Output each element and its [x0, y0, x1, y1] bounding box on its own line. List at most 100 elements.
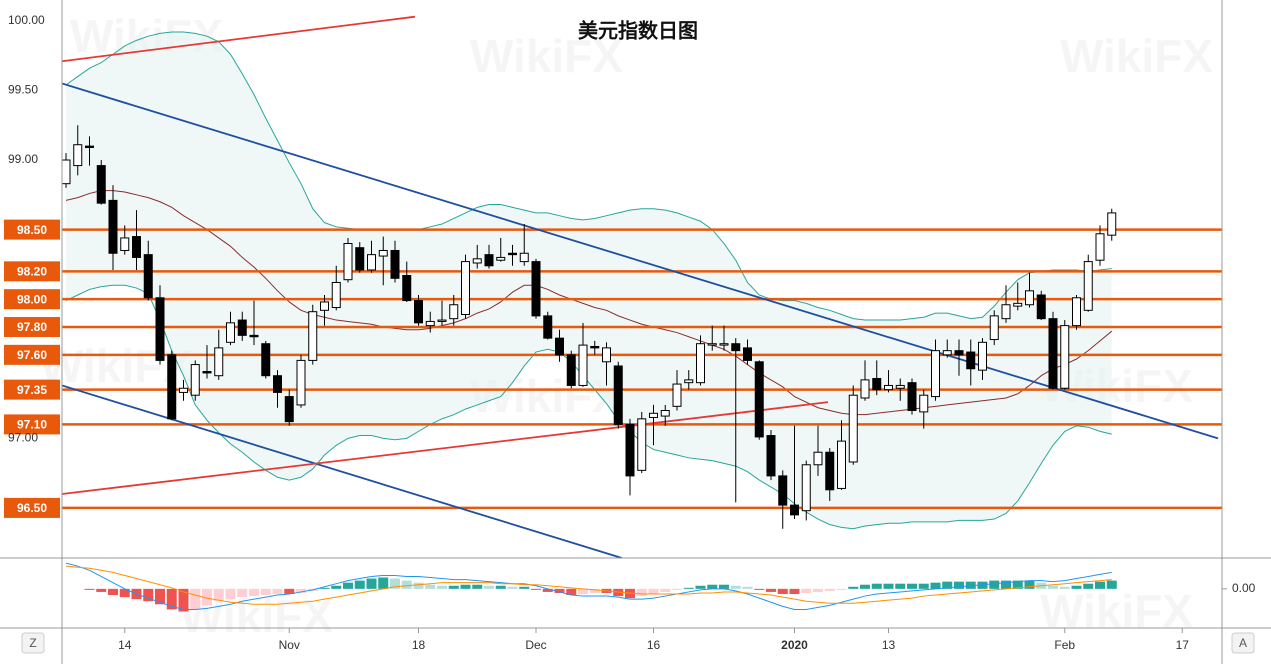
histogram-bar — [96, 588, 107, 592]
histogram-bar — [1001, 580, 1011, 589]
histogram-bar — [390, 578, 400, 589]
y-tick-label: 99.50 — [8, 83, 38, 97]
histogram-bar — [155, 588, 165, 605]
candle-body — [331, 281, 341, 309]
candle-body — [226, 322, 235, 343]
candle-body — [978, 341, 987, 371]
x-tick-label: Feb — [1054, 638, 1075, 652]
scale-button[interactable] — [1231, 632, 1255, 654]
histogram-bar — [1106, 580, 1117, 589]
candle-body — [578, 344, 588, 386]
histogram-bar — [871, 583, 882, 589]
histogram-bar — [401, 580, 412, 589]
histogram-bar — [578, 588, 588, 594]
candle-body — [531, 261, 541, 317]
histogram-bar — [883, 583, 894, 589]
candle-body — [96, 165, 106, 204]
candle-body — [120, 237, 130, 251]
x-tick-label: 17 — [1176, 638, 1190, 652]
histogram-bar — [707, 584, 718, 589]
level-label: 97.80 — [17, 320, 47, 334]
scale-button-label[interactable]: Z — [29, 636, 36, 650]
candle-body — [566, 354, 576, 386]
candle-body — [355, 247, 365, 271]
histogram-bar — [954, 581, 964, 589]
histogram-bar — [977, 581, 988, 589]
candle-body — [296, 359, 306, 406]
candle-body — [273, 375, 282, 393]
histogram-bar — [789, 588, 800, 594]
histogram-bar — [190, 588, 201, 610]
scale-button-label[interactable]: A — [1239, 636, 1247, 650]
candle-body — [837, 440, 846, 489]
candle-body — [966, 351, 976, 370]
histogram-bar — [801, 588, 812, 593]
histogram-bar — [672, 588, 682, 590]
histogram-bar — [213, 588, 224, 602]
histogram-bar — [848, 586, 859, 589]
candle-body — [73, 144, 83, 167]
candle-body — [155, 297, 165, 361]
histogram-bar — [143, 588, 154, 602]
candle-body — [754, 361, 764, 438]
candle-body — [613, 365, 623, 425]
candle-body — [508, 252, 517, 256]
histogram-bar — [589, 588, 600, 593]
histogram-bar — [225, 588, 236, 600]
x-tick-label: 18 — [412, 638, 426, 652]
scale-button[interactable] — [21, 632, 45, 654]
candle-body — [143, 254, 153, 299]
histogram-bar — [343, 582, 353, 589]
histogram-bar — [566, 588, 577, 596]
trendline — [62, 82, 1219, 440]
candle-body — [1048, 318, 1058, 389]
candle-body — [707, 343, 717, 346]
band-upper — [65, 31, 1112, 321]
histogram-bar — [260, 588, 271, 596]
candle-body — [1072, 297, 1081, 327]
level-label-box — [4, 497, 60, 518]
candle-body — [790, 504, 799, 516]
histogram-bar — [249, 588, 259, 597]
candle-body — [167, 354, 177, 420]
histogram-bar — [1024, 580, 1035, 589]
histogram-bar — [331, 585, 342, 589]
watermark: WikiFX — [1060, 30, 1213, 82]
candle-body — [484, 254, 494, 267]
histogram-bar — [813, 588, 823, 592]
candle-body — [402, 275, 412, 302]
candle-body — [237, 319, 247, 336]
candle-body — [884, 384, 893, 391]
level-label-box — [4, 344, 60, 365]
candle-body — [684, 379, 694, 384]
histogram-bar — [108, 588, 118, 596]
histogram-bar — [683, 587, 694, 589]
y-tick-label: 0.00 — [1232, 581, 1256, 595]
candle-body — [284, 396, 294, 423]
histogram-bar — [495, 585, 506, 589]
histogram-bar — [942, 581, 953, 589]
level-label-box — [4, 414, 60, 435]
histogram-bar — [460, 584, 471, 589]
histogram-bar — [472, 584, 483, 589]
x-tick-label: 14 — [118, 638, 132, 652]
band-lower — [65, 284, 1112, 530]
candle-body — [461, 261, 470, 315]
histogram-bar — [730, 585, 741, 589]
candle-body — [85, 145, 94, 149]
histogram-bar — [613, 588, 624, 597]
level-label: 97.35 — [17, 383, 47, 397]
histogram-bar — [284, 588, 295, 594]
watermark: WikiFX — [470, 30, 623, 82]
candle-body — [249, 334, 259, 338]
histogram-bar — [84, 588, 95, 590]
histogram-bar — [237, 588, 248, 598]
histogram-bar — [777, 588, 788, 594]
candle-body — [660, 409, 670, 417]
candle-body — [625, 423, 635, 477]
histogram-bar — [1071, 585, 1082, 589]
candle-body — [801, 464, 811, 512]
histogram-bar — [178, 588, 189, 612]
level-label-box — [4, 261, 60, 282]
candle-body — [942, 350, 952, 356]
